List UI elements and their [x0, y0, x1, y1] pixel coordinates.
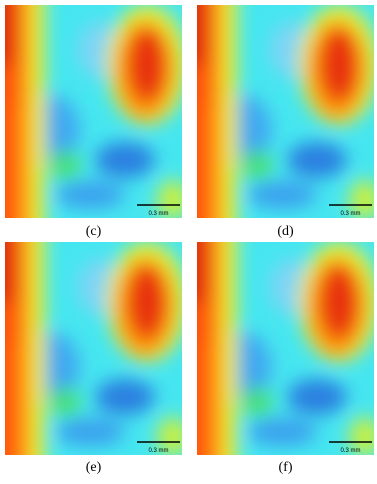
scale-bar-label: 0.3 mm [340, 448, 360, 454]
panel-label: (f) [279, 460, 293, 475]
panel: 0.3 mm [167, 0, 377, 245]
panel: 0.3 mm [0, 0, 189, 245]
heatmap [167, 0, 377, 245]
panel-label: (d) [277, 224, 294, 239]
panel-label: (e) [86, 460, 102, 475]
panel: 0.3 mm [167, 222, 377, 479]
scale-bar-label: 0.3 mm [148, 211, 168, 217]
heatmap [0, 222, 189, 479]
panel-label: (c) [86, 224, 102, 239]
scale-bar-label: 0.3 mm [340, 211, 360, 217]
heatmap [167, 222, 377, 479]
panel: 0.3 mm [0, 222, 189, 479]
scale-bar-label: 0.3 mm [148, 448, 168, 454]
heatmap [0, 0, 189, 245]
